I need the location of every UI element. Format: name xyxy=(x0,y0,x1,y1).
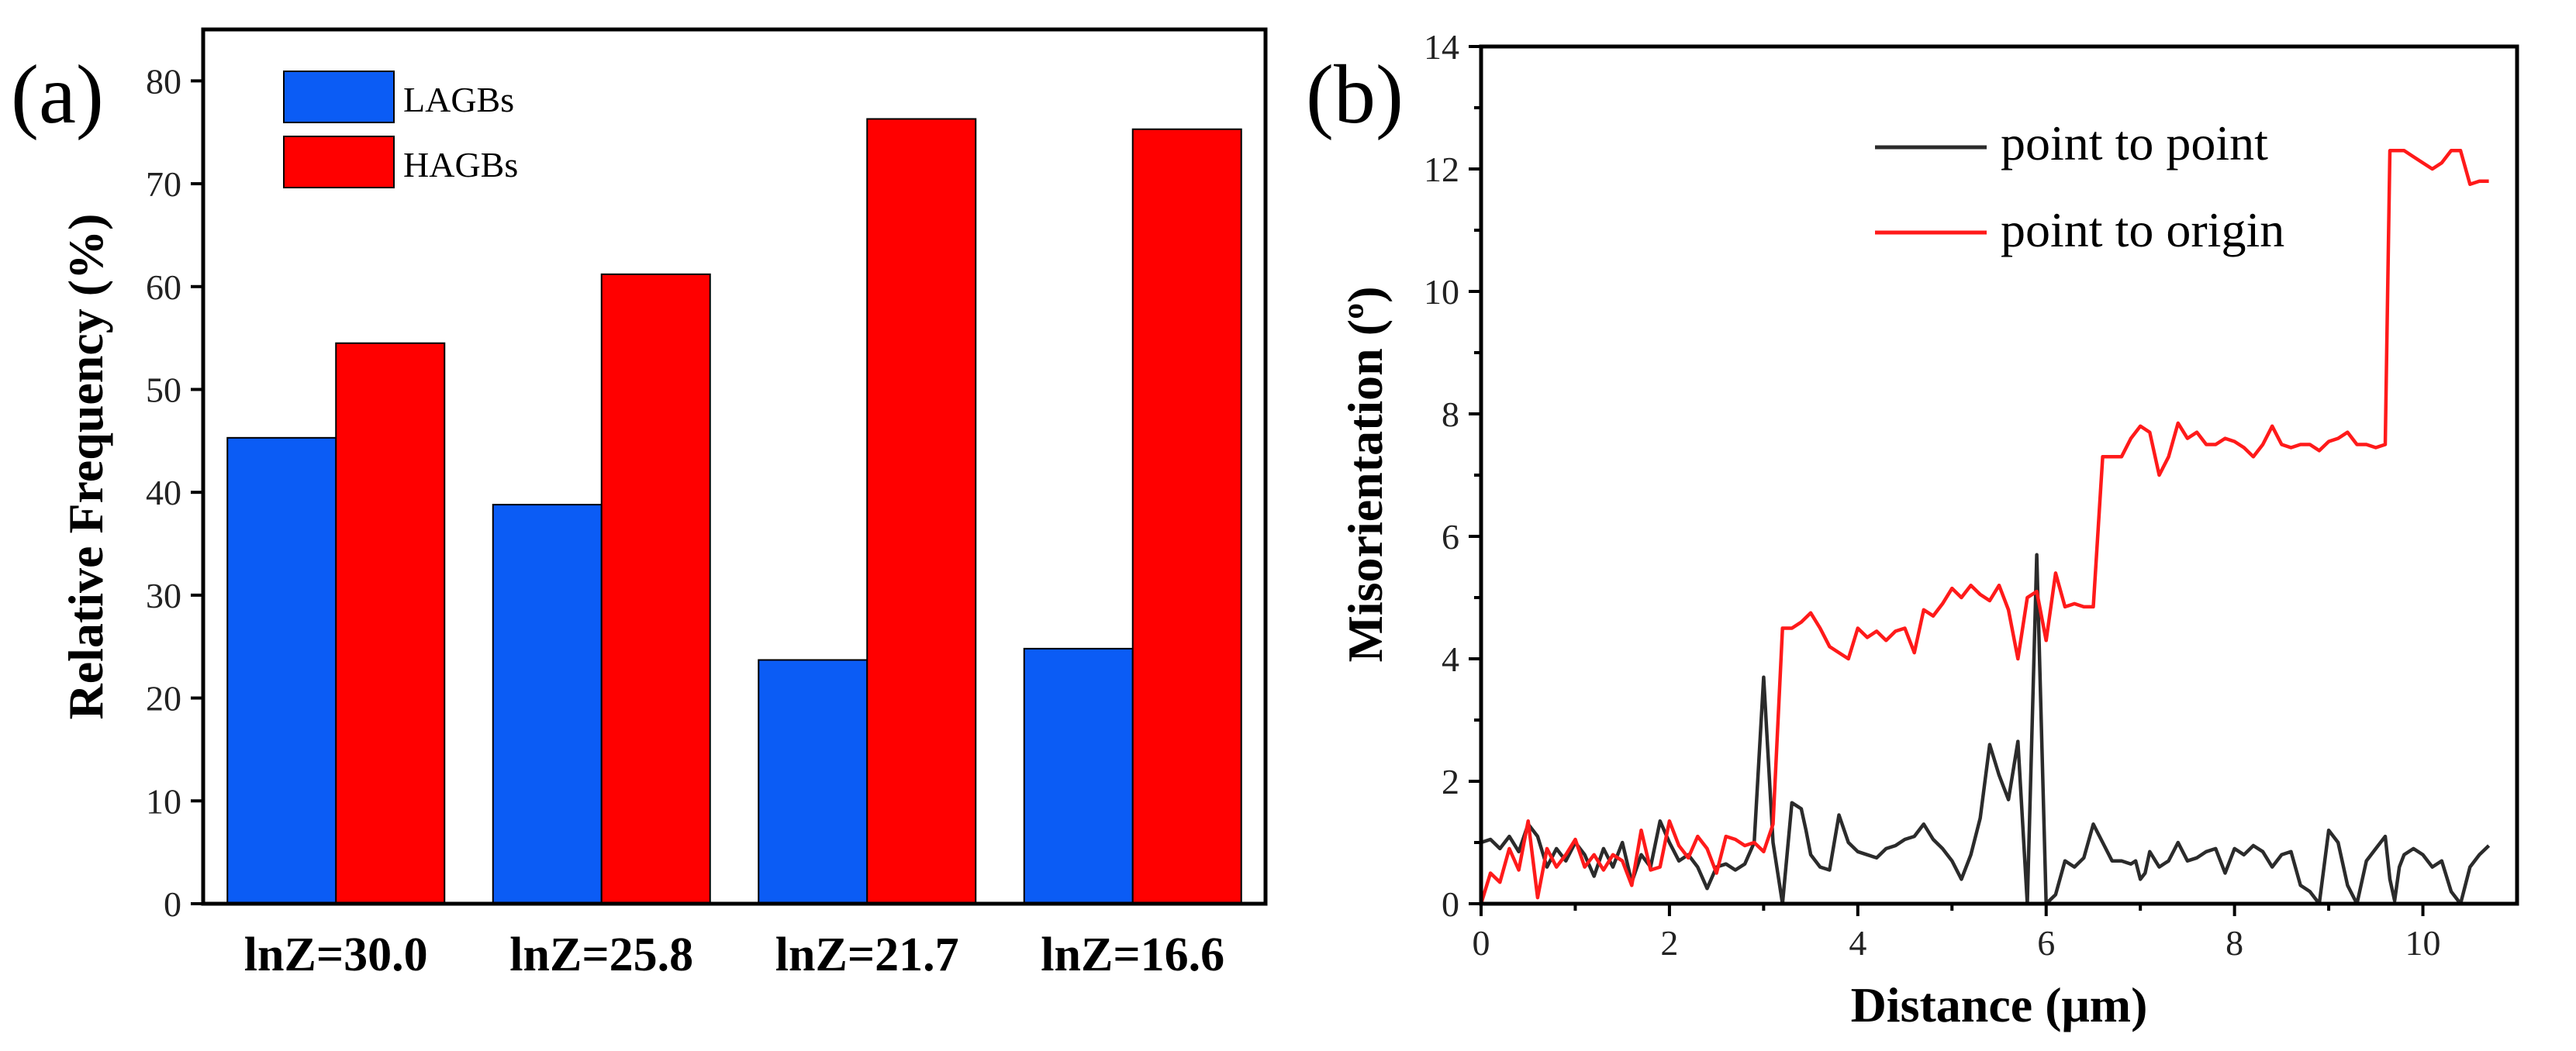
panel-a-frame xyxy=(201,27,1268,906)
y-tick-label-8: 8 xyxy=(1442,395,1459,434)
bar-lagbs-2 xyxy=(758,659,868,905)
panel-b-ticks: 0 2 4 6 8 10 0 2 4 6 8 10 12 14 xyxy=(1424,27,2441,963)
panel-b-line-chart: (b) 0 2 4 6 8 10 0 2 4 6 8 10 12 14 Distance (μm) Mis… xyxy=(1306,27,2519,1032)
panel-b-legend: point to point point to origin xyxy=(1875,115,2284,257)
y-tick-label-2: 2 xyxy=(1442,762,1459,801)
y-tick-label-70: 70 xyxy=(146,164,181,204)
x-tick-label-10: 10 xyxy=(2405,923,2441,963)
panel-a-label: (a) xyxy=(11,49,104,141)
bar-lagbs-0 xyxy=(226,436,337,905)
y-tick-label-4: 4 xyxy=(1442,639,1459,679)
legend-hagbs-label: HAGBs xyxy=(403,145,518,184)
x-tick-label-0: 0 xyxy=(1473,923,1490,963)
bar-hagbs-1 xyxy=(600,273,711,905)
legend-hagbs-swatch xyxy=(283,136,395,188)
x-tick-label-2: 2 xyxy=(1660,923,1678,963)
panel-b-label: (b) xyxy=(1306,49,1404,141)
y-tick-label-0: 0 xyxy=(1442,884,1459,924)
panel-a-bars xyxy=(226,118,1242,905)
y-tick-label-10: 10 xyxy=(146,781,181,821)
bar-hagbs-3 xyxy=(1131,128,1242,905)
legend-lagbs-swatch xyxy=(283,71,395,123)
y-tick-label-10: 10 xyxy=(1424,272,1459,312)
category-label-1: lnZ=25.8 xyxy=(509,929,693,981)
bar-lagbs-1 xyxy=(492,504,603,905)
legend-point-to-point-label: point to point xyxy=(2001,115,2268,171)
x-tick-label-4: 4 xyxy=(1849,923,1866,963)
x-tick-label-8: 8 xyxy=(2226,923,2243,963)
y-tick-label-0: 0 xyxy=(164,884,181,924)
y-tick-label-60: 60 xyxy=(146,267,181,307)
y-tick-label-12: 12 xyxy=(1424,150,1459,189)
y-tick-label-50: 50 xyxy=(146,370,181,409)
panel-a-legend: LAGBs HAGBs xyxy=(283,71,518,188)
bar-hagbs-0 xyxy=(335,342,446,905)
y-tick-label-20: 20 xyxy=(146,679,181,718)
panel-b-y-axis-label: Misorientation (º) xyxy=(1338,286,1393,662)
panel-b-x-axis-label: Distance (μm) xyxy=(1851,977,2148,1032)
y-tick-label-40: 40 xyxy=(146,473,181,512)
series-line-point-to-point xyxy=(1480,553,2491,906)
bar-lagbs-3 xyxy=(1023,647,1134,905)
y-tick-label-80: 80 xyxy=(146,61,181,101)
series-line-point-to-origin xyxy=(1479,149,2489,905)
category-label-0: lnZ=30.0 xyxy=(244,929,428,981)
category-label-3: lnZ=16.6 xyxy=(1041,929,1224,981)
x-tick-label-6: 6 xyxy=(2037,923,2055,963)
legend-point-to-origin-label: point to origin xyxy=(2001,202,2284,257)
panel-a-category-labels: lnZ=30.0 lnZ=25.8 lnZ=21.7 lnZ=16.6 xyxy=(244,929,1224,981)
y-tick-label-30: 30 xyxy=(146,576,181,615)
legend-lagbs-label: LAGBs xyxy=(403,80,514,119)
y-tick-label-14: 14 xyxy=(1424,27,1459,67)
y-tick-label-6: 6 xyxy=(1442,517,1459,557)
panel-a-y-ticks: 0 10 20 30 40 50 60 70 80 xyxy=(146,61,203,924)
panel-a-y-axis-label: Relative Frequency (%) xyxy=(58,214,113,720)
panel-b-lines xyxy=(1479,149,2491,906)
category-label-2: lnZ=21.7 xyxy=(775,929,959,981)
bar-hagbs-2 xyxy=(866,118,977,905)
